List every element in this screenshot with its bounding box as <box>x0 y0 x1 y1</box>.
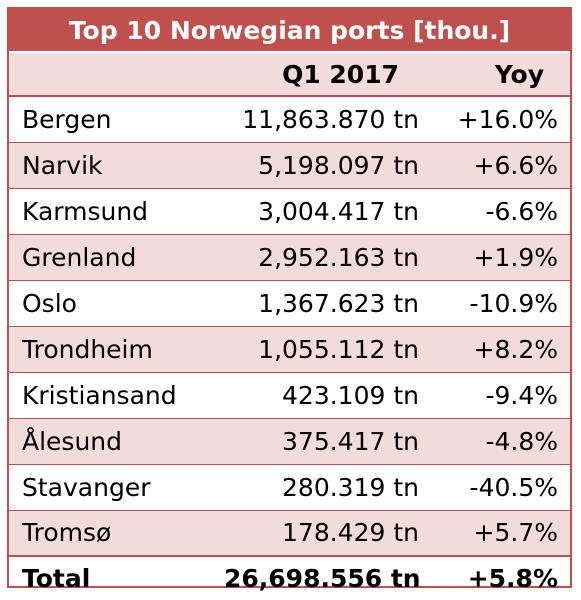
table-row: Bergen 11,863.870 tn +16.0% <box>9 96 570 143</box>
q1-volume: 2,952.163 tn <box>224 234 433 281</box>
port-name: Oslo <box>9 280 224 327</box>
q1-volume: 1,367.623 tn <box>224 280 433 327</box>
q1-volume: 5,198.097 tn <box>224 142 433 189</box>
q1-volume: 1,055.112 tn <box>224 326 433 373</box>
port-name: Bergen <box>9 96 224 143</box>
q1-volume: 375.417 tn <box>224 418 433 465</box>
yoy-change: +1.9% <box>433 234 570 281</box>
header-port <box>9 52 224 97</box>
port-name: Grenland <box>9 234 224 281</box>
port-name: Stavanger <box>9 464 224 511</box>
yoy-change: +8.2% <box>433 326 570 373</box>
header-row: Q1 2017 Yoy <box>9 52 570 97</box>
yoy-change: +16.0% <box>433 96 570 143</box>
port-name: Narvik <box>9 142 224 189</box>
header-yoy: Yoy <box>433 52 570 97</box>
table-title: Top 10 Norwegian ports [thou.] <box>9 9 570 53</box>
port-name: Kristiansand <box>9 372 224 419</box>
table-row: Karmsund 3,004.417 tn -6.6% <box>9 188 570 235</box>
table-row: Oslo 1,367.623 tn -10.9% <box>9 280 570 327</box>
table-row: Ålesund 375.417 tn -4.8% <box>9 418 570 465</box>
port-name: Karmsund <box>9 188 224 235</box>
yoy-change: -40.5% <box>433 464 570 511</box>
yoy-change: -10.9% <box>433 280 570 327</box>
yoy-change: -9.4% <box>433 372 570 419</box>
table-row: Kristiansand 423.109 tn -9.4% <box>9 372 570 419</box>
title-row: Top 10 Norwegian ports [thou.] <box>9 9 570 53</box>
q1-volume: 3,004.417 tn <box>224 188 433 235</box>
q1-volume: 11,863.870 tn <box>224 96 433 143</box>
total-label: Total <box>9 555 224 600</box>
table-row: Grenland 2,952.163 tn +1.9% <box>9 234 570 281</box>
q1-volume: 423.109 tn <box>224 372 433 419</box>
ports-table: Top 10 Norwegian ports [thou.] Q1 2017 Y… <box>9 9 570 600</box>
table-row: Tromsø 178.429 tn +5.7% <box>9 510 570 557</box>
table-row: Trondheim 1,055.112 tn +8.2% <box>9 326 570 373</box>
table-row: Narvik 5,198.097 tn +6.6% <box>9 142 570 189</box>
port-name: Ålesund <box>9 418 224 465</box>
q1-volume: 178.429 tn <box>224 510 433 557</box>
yoy-change: -4.8% <box>433 418 570 465</box>
yoy-change: -6.6% <box>433 188 570 235</box>
table-row: Stavanger 280.319 tn -40.5% <box>9 464 570 511</box>
total-q1-volume: 26,698.556 tn <box>224 555 433 600</box>
yoy-change: +6.6% <box>433 142 570 189</box>
yoy-change: +5.7% <box>433 510 570 557</box>
total-yoy-change: +5.8% <box>433 555 570 600</box>
ports-table-frame: Top 10 Norwegian ports [thou.] Q1 2017 Y… <box>7 7 572 600</box>
header-q1-2017: Q1 2017 <box>224 52 433 97</box>
port-name: Trondheim <box>9 326 224 373</box>
q1-volume: 280.319 tn <box>224 464 433 511</box>
total-row: Total 26,698.556 tn +5.8% <box>9 555 570 600</box>
port-name: Tromsø <box>9 510 224 557</box>
